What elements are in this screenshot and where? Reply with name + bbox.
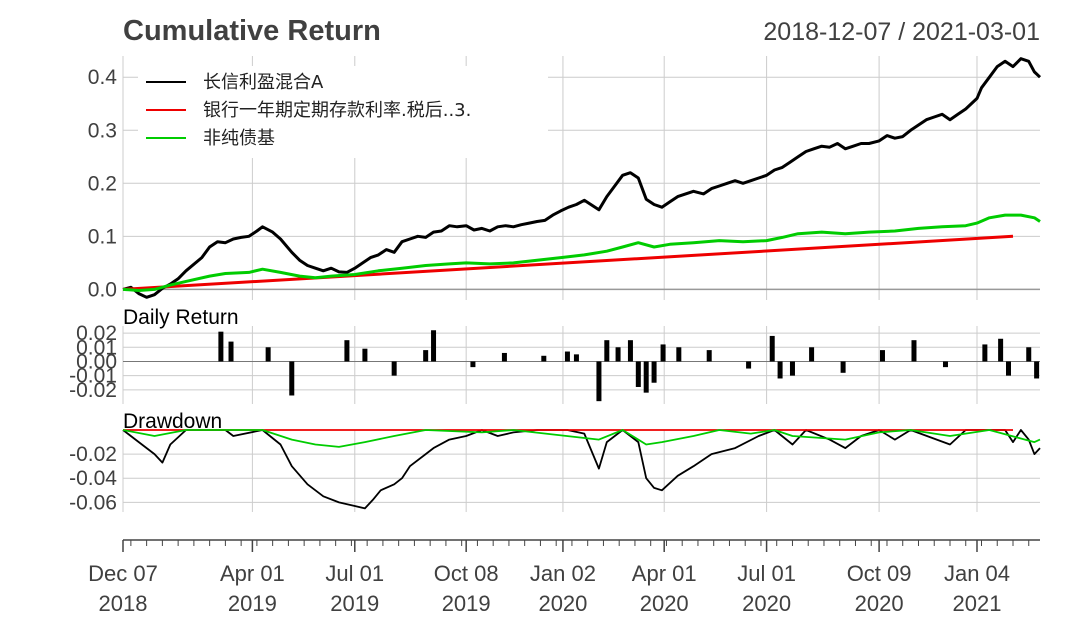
y-tick-label-0-0: 0.0 (88, 278, 117, 301)
cumulative-line-fund (122, 57, 1042, 299)
y-tick-label-2-2: -0.06 (69, 491, 117, 514)
series-layer (122, 57, 1042, 510)
x-tick-label-year-5: 2020 (640, 591, 689, 616)
daily-return-bar-34 (998, 338, 1004, 362)
daily-return-bar-3 (289, 361, 295, 396)
daily-return-bar-32 (942, 361, 948, 368)
daily-return-bar-9 (470, 361, 476, 368)
x-tick-label-year-6: 2020 (742, 591, 791, 616)
daily-return-bar-14 (596, 361, 602, 402)
y-tick-label-1-3: -0.01 (69, 365, 117, 388)
daily-return-bar-25 (769, 335, 775, 362)
daily-return-bar-19 (643, 361, 649, 393)
daily-return-bar-31 (911, 340, 917, 362)
y-tick-label-0-3: 0.3 (88, 119, 117, 142)
daily-return-bar-21 (660, 344, 666, 362)
x-tick-label-month-6: Jul 01 (737, 561, 796, 586)
chart-title: Cumulative Return (123, 15, 381, 47)
x-tick-label-month-5: Apr 01 (632, 561, 697, 586)
daily-return-bar-28 (809, 347, 815, 362)
daily-return-bar-16 (615, 347, 621, 362)
x-tick-label-year-0: 2018 (99, 591, 148, 616)
x-tick-label-month-7: Oct 09 (847, 561, 912, 586)
daily-return-bar-29 (840, 361, 846, 373)
y-tick-label-2-0: -0.02 (69, 443, 117, 466)
x-tick-label-month-0: Dec 07 (88, 561, 158, 586)
y-tick-label-0-4: 0.4 (88, 66, 118, 89)
y-tick-label-1-0: 0.02 (76, 322, 117, 345)
cumulative-line-deposit-rate (122, 234, 1014, 291)
daily-return-bar-5 (362, 348, 368, 362)
y-tick-label-0-2: 0.2 (88, 172, 117, 195)
x-tick-label-month-2: Jul 01 (325, 561, 384, 586)
x-tick-label-month-1: Apr 01 (220, 561, 285, 586)
daily-return-bar-8 (431, 330, 437, 362)
y-tick-label-1-1: 0.01 (76, 336, 117, 359)
daily-return-bar-27 (789, 361, 795, 376)
daily-return-bar-4 (344, 340, 350, 362)
daily-return-bar-1 (228, 341, 234, 362)
daily-return-bar-36 (1026, 347, 1032, 362)
y-tick-label-1-2: 0.00 (76, 350, 117, 373)
x-tick-label-year-1: 2019 (228, 591, 277, 616)
legend-background (138, 66, 548, 158)
x-tick-label-month-8: Jan 04 (944, 561, 1010, 586)
daily-return-bar-33 (982, 344, 988, 362)
daily-return-bar-35 (1005, 361, 1011, 376)
x-tick-label-month-3: Oct 08 (434, 561, 499, 586)
legend-label-deposit-rate: 银行一年期定期存款利率.税后..3. (203, 100, 471, 121)
daily-return-bar-10 (501, 352, 507, 362)
x-tick-label-year-7: 2020 (855, 591, 904, 616)
daily-return-bar-17 (627, 340, 633, 362)
daily-return-bar-15 (604, 340, 610, 362)
y-tick-label-1-4: -0.02 (69, 379, 117, 402)
drawdown-panel-title: Drawdown (123, 410, 222, 433)
x-tick-label-month-4: Jan 02 (530, 561, 596, 586)
drawdown-line-benchmark (122, 429, 1041, 448)
daily-return-bar-2 (265, 347, 271, 362)
x-tick-label-year-3: 2019 (442, 591, 491, 616)
y-tick-label-0-1: 0.1 (88, 225, 117, 248)
daily-return-bar-0 (218, 331, 224, 362)
label-layer: Cumulative Return 2018-12-07 / 2021-03-0… (69, 15, 1040, 616)
daily-return-bar-12 (564, 351, 570, 362)
legend-label-fund: 长信利盈混合A (203, 72, 324, 93)
daily-return-bar-30 (879, 350, 885, 362)
drawdown-line-fund (122, 429, 1041, 510)
x-tick-label-year-8: 2021 (953, 591, 1002, 616)
daily-return-bar-23 (706, 350, 712, 362)
daily-return-bar-20 (651, 361, 657, 383)
legend-label-benchmark: 非纯债基 (203, 128, 275, 149)
y-tick-label-2-1: -0.04 (69, 467, 117, 490)
daily-return-bar-6 (391, 361, 397, 376)
x-tick-label-year-4: 2020 (538, 591, 587, 616)
daily-return-bar-11 (541, 355, 547, 362)
daily-return-panel-title: Daily Return (123, 306, 239, 329)
daily-return-bar-22 (676, 347, 682, 362)
daily-return-bar-26 (777, 361, 783, 379)
date-range-label: 2018-12-07 / 2021-03-01 (763, 18, 1040, 46)
daily-return-bar-24 (746, 361, 752, 369)
x-tick-label-year-2: 2019 (330, 591, 379, 616)
legend: 长信利盈混合A 银行一年期定期存款利率.税后..3. 非纯债基 (138, 66, 548, 158)
daily-return-bar-13 (573, 354, 579, 362)
daily-return-bar-18 (635, 361, 641, 387)
daily-return-bar-37 (1034, 361, 1040, 379)
daily-return-bar-7 (423, 350, 429, 362)
cumulative-line-benchmark (122, 213, 1041, 292)
